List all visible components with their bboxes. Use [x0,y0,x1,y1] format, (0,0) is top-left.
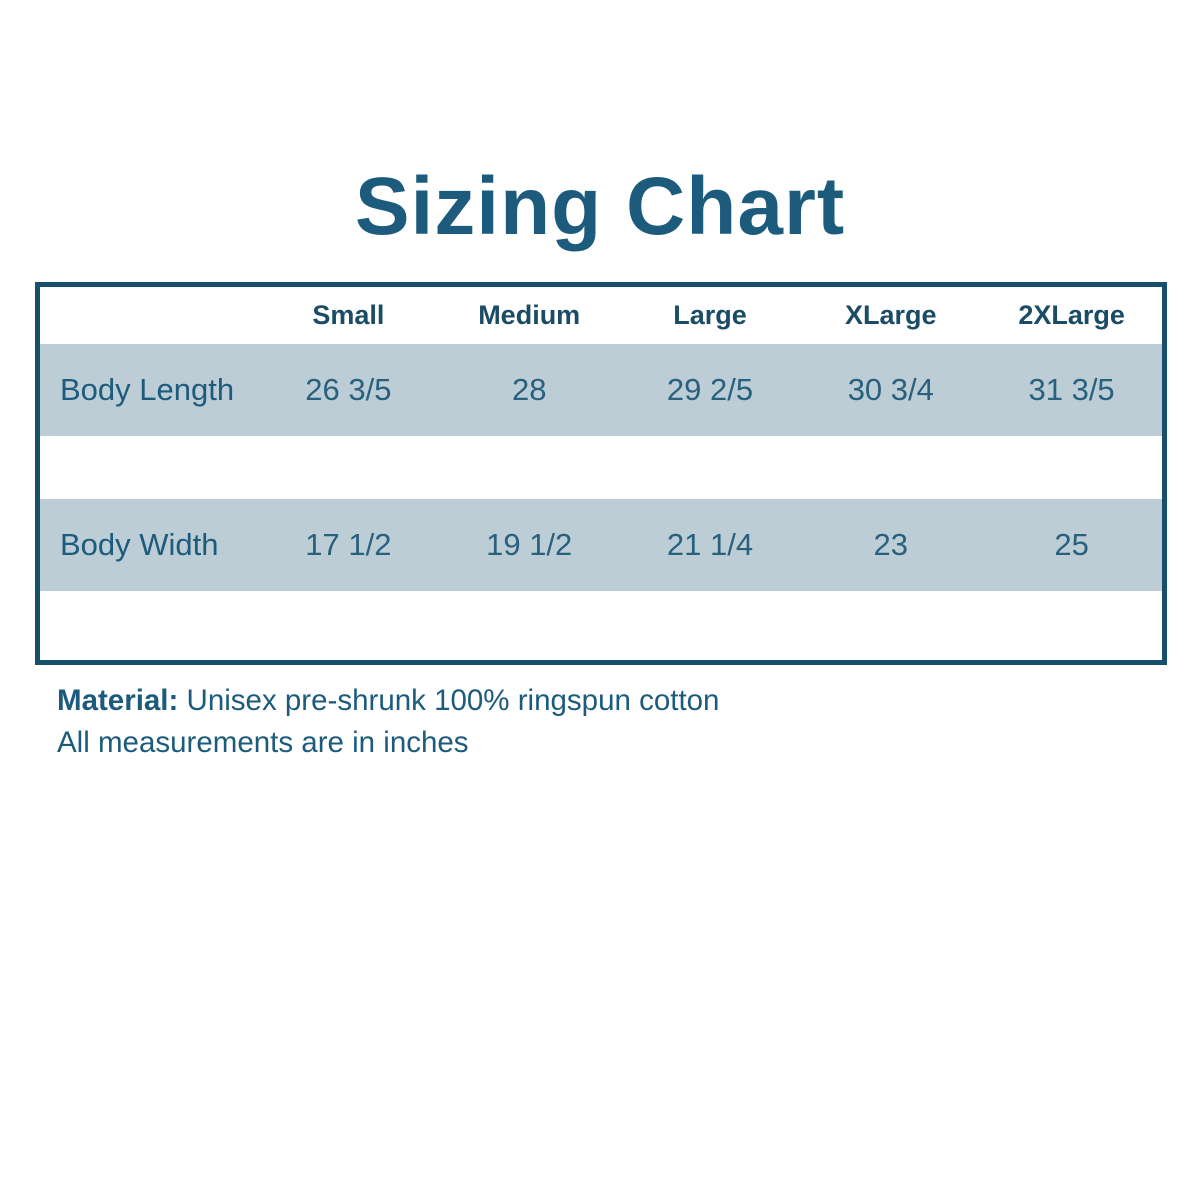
row-label-body-width: Body Width [60,527,219,562]
spacer-row [40,436,1162,499]
column-header-xlarge: XLarge [845,300,937,330]
body-width-xlarge: 23 [873,527,909,562]
material-line: Material: Unisex pre-shrunk 100% ringspu… [57,680,719,722]
body-width-medium: 19 1/2 [486,527,573,562]
table-row-body-width: Body Width 17 1/2 19 1/2 21 1/4 23 25 [40,499,1162,591]
body-length-small: 26 3/5 [305,372,392,407]
body-length-xlarge: 30 3/4 [847,372,934,407]
body-width-small: 17 1/2 [305,527,392,562]
table-header-row: Small Medium Large XLarge 2XLarge [40,287,1162,344]
material-text: Unisex pre-shrunk 100% ringspun cotton [178,684,720,717]
column-header-medium: Medium [478,300,581,330]
body-length-large: 29 2/5 [666,372,754,407]
column-header-2xlarge: 2XLarge [1018,300,1125,330]
material-label: Material: [57,684,179,717]
column-header-small: Small [312,300,385,330]
measurement-note: All measurements are in inches [57,725,469,759]
body-length-2xlarge: 31 3/5 [1028,372,1115,407]
spacer-row [40,591,1162,660]
sizing-table: Small Medium Large XLarge 2XLarge Body L… [35,282,1167,665]
column-header-large: Large [673,300,747,330]
table-row-body-length: Body Length 26 3/5 28 29 2/5 30 3/4 31 3… [40,344,1162,436]
body-width-large: 21 1/4 [666,527,754,562]
row-label-body-length: Body Length [60,372,235,407]
body-length-medium: 28 [511,372,547,407]
body-width-2xlarge: 25 [1054,527,1089,562]
footer-notes: Material: Unisex pre-shrunk 100% ringspu… [57,680,719,764]
page-title: Sizing Chart [354,161,846,252]
